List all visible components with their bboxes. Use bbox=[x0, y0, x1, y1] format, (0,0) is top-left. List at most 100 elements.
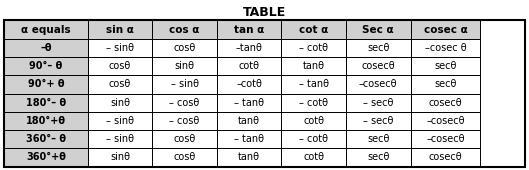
Text: cosθ: cosθ bbox=[109, 61, 131, 71]
Text: cosecθ: cosecθ bbox=[428, 98, 462, 108]
Text: cotθ: cotθ bbox=[303, 116, 324, 126]
Text: tanθ: tanθ bbox=[238, 152, 260, 163]
Bar bbox=[411, 39, 480, 57]
Text: –cosecθ: –cosecθ bbox=[426, 134, 464, 144]
Text: –cosecθ: –cosecθ bbox=[426, 116, 464, 126]
Text: – secθ: – secθ bbox=[363, 98, 394, 108]
Text: cot α: cot α bbox=[299, 24, 329, 35]
Bar bbox=[152, 20, 217, 39]
Bar bbox=[88, 57, 152, 75]
Text: secθ: secθ bbox=[367, 134, 389, 144]
Text: – tanθ: – tanθ bbox=[234, 98, 264, 108]
Text: α equals: α equals bbox=[21, 24, 71, 35]
Text: – sinθ: – sinθ bbox=[106, 43, 134, 53]
Text: – cosθ: – cosθ bbox=[169, 116, 200, 126]
Text: cosθ: cosθ bbox=[174, 43, 196, 53]
Bar bbox=[88, 39, 152, 57]
Bar bbox=[4, 57, 88, 75]
Bar bbox=[411, 57, 480, 75]
Text: secθ: secθ bbox=[367, 152, 389, 163]
Text: secθ: secθ bbox=[434, 61, 457, 71]
Bar bbox=[152, 39, 217, 57]
Bar bbox=[217, 112, 281, 130]
Bar bbox=[4, 20, 525, 167]
Text: cosθ: cosθ bbox=[109, 79, 131, 89]
Bar bbox=[281, 20, 346, 39]
Bar bbox=[88, 130, 152, 148]
Text: tanθ: tanθ bbox=[238, 116, 260, 126]
Text: – secθ: – secθ bbox=[363, 116, 394, 126]
Bar bbox=[411, 112, 480, 130]
Text: cosecθ: cosecθ bbox=[361, 61, 395, 71]
Text: TABLE: TABLE bbox=[243, 6, 286, 19]
Bar bbox=[88, 75, 152, 94]
Bar bbox=[281, 39, 346, 57]
Bar bbox=[217, 130, 281, 148]
Bar bbox=[281, 94, 346, 112]
Bar bbox=[281, 75, 346, 94]
Text: cosθ: cosθ bbox=[174, 152, 196, 163]
Text: – tanθ: – tanθ bbox=[234, 134, 264, 144]
Bar bbox=[217, 57, 281, 75]
Bar bbox=[152, 75, 217, 94]
Bar bbox=[4, 148, 88, 167]
Text: secθ: secθ bbox=[434, 79, 457, 89]
Text: – tanθ: – tanθ bbox=[299, 79, 329, 89]
Text: cosθ: cosθ bbox=[174, 134, 196, 144]
Bar bbox=[411, 94, 480, 112]
Text: – cotθ: – cotθ bbox=[299, 98, 328, 108]
Bar bbox=[88, 112, 152, 130]
Text: 360°+θ: 360°+θ bbox=[26, 152, 66, 163]
Bar bbox=[152, 130, 217, 148]
Text: cotθ: cotθ bbox=[239, 61, 260, 71]
Bar bbox=[411, 20, 480, 39]
Bar bbox=[217, 75, 281, 94]
Bar bbox=[346, 39, 411, 57]
Text: Sec α: Sec α bbox=[362, 24, 394, 35]
Text: –cotθ: –cotθ bbox=[236, 79, 262, 89]
Bar bbox=[346, 75, 411, 94]
Text: cotθ: cotθ bbox=[303, 152, 324, 163]
Text: – sinθ: – sinθ bbox=[106, 134, 134, 144]
Bar bbox=[411, 75, 480, 94]
Bar bbox=[346, 112, 411, 130]
Text: –cosecθ: –cosecθ bbox=[359, 79, 397, 89]
Text: secθ: secθ bbox=[367, 43, 389, 53]
Bar bbox=[346, 148, 411, 167]
Text: tan α: tan α bbox=[234, 24, 264, 35]
Bar bbox=[152, 148, 217, 167]
Text: – cotθ: – cotθ bbox=[299, 134, 328, 144]
Bar bbox=[217, 94, 281, 112]
Text: 180°+θ: 180°+θ bbox=[26, 116, 66, 126]
Bar bbox=[281, 112, 346, 130]
Text: sinθ: sinθ bbox=[110, 98, 130, 108]
Text: – sinθ: – sinθ bbox=[171, 79, 198, 89]
Bar bbox=[217, 39, 281, 57]
Bar bbox=[411, 130, 480, 148]
Text: – cosθ: – cosθ bbox=[169, 98, 200, 108]
Text: – sinθ: – sinθ bbox=[106, 116, 134, 126]
Text: sin α: sin α bbox=[106, 24, 134, 35]
Bar bbox=[4, 20, 88, 39]
Bar bbox=[346, 94, 411, 112]
Bar bbox=[346, 20, 411, 39]
Text: sinθ: sinθ bbox=[110, 152, 130, 163]
Text: –θ: –θ bbox=[40, 43, 52, 53]
Bar bbox=[88, 20, 152, 39]
Bar bbox=[4, 130, 88, 148]
Bar bbox=[152, 94, 217, 112]
Text: 180°– θ: 180°– θ bbox=[26, 98, 66, 108]
Bar bbox=[152, 57, 217, 75]
Bar bbox=[281, 148, 346, 167]
Bar bbox=[217, 148, 281, 167]
Bar bbox=[217, 20, 281, 39]
Text: –tanθ: –tanθ bbox=[236, 43, 262, 53]
Bar bbox=[411, 148, 480, 167]
Bar bbox=[4, 75, 88, 94]
Bar bbox=[281, 130, 346, 148]
Text: – cotθ: – cotθ bbox=[299, 43, 328, 53]
Bar bbox=[152, 112, 217, 130]
Text: 90°– θ: 90°– θ bbox=[30, 61, 62, 71]
Text: 360°– θ: 360°– θ bbox=[26, 134, 66, 144]
Bar bbox=[4, 112, 88, 130]
